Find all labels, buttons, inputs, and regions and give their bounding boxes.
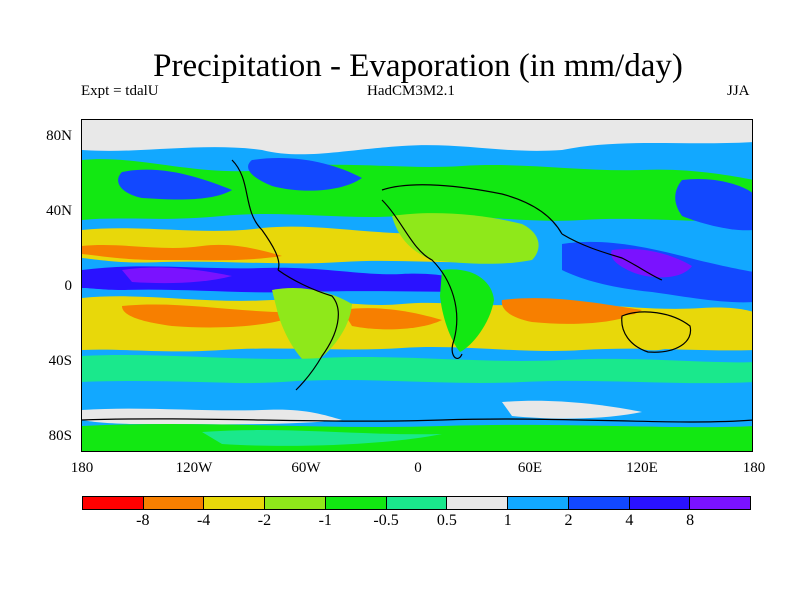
- y-tick-40s: 40S: [48, 353, 72, 369]
- y-tick-40n: 40N: [46, 203, 72, 219]
- colorbar-label: -2: [257, 512, 272, 529]
- colorbar-label: 2: [564, 512, 573, 529]
- x-tick-120e: 120E: [626, 460, 658, 476]
- colorbar-swatch: [143, 497, 205, 509]
- colorbar: [82, 496, 751, 510]
- y-tick-80n: 80N: [46, 128, 72, 144]
- north-pacific-track: [118, 169, 232, 200]
- chart-title: Precipitation - Evaporation (in mm/day): [153, 48, 683, 84]
- colorbar-label: 4: [625, 512, 634, 529]
- y-tick-80s: 80S: [48, 428, 72, 444]
- north-atlantic-track: [248, 158, 362, 191]
- colorbar-label: 1: [503, 512, 512, 529]
- north-pacific-dry-zone: [82, 244, 282, 261]
- colorbar-swatch: [690, 497, 751, 509]
- colorbar-swatch: [204, 497, 266, 509]
- colorbar-label: -0.5: [373, 512, 399, 529]
- x-tick-180-east: 180: [742, 460, 766, 476]
- model-label: HadCM3M2.1: [367, 83, 455, 99]
- colorbar-swatch: [629, 497, 691, 509]
- asia-south-coast: [561, 233, 663, 281]
- grey-patch-indian: [502, 400, 642, 419]
- west-pacific-track: [675, 179, 752, 231]
- coastlines: [82, 159, 752, 423]
- south-atlantic-dry-zone: [342, 308, 442, 330]
- africa-north-land: [392, 213, 539, 264]
- africa-west-coast: [381, 199, 463, 359]
- australia-land: [620, 313, 692, 351]
- south-midlat-teal: [82, 355, 752, 384]
- colorbar-swatch: [447, 497, 509, 509]
- colorbar-swatch: [83, 497, 144, 509]
- arctic-region: [82, 120, 752, 155]
- antarctic-teal-patch: [202, 430, 442, 446]
- colorbar-label: -1: [318, 512, 332, 529]
- x-tick-0: 0: [414, 460, 422, 476]
- australia-coast: [621, 311, 692, 353]
- experiment-label: Expt = tdalU: [81, 83, 159, 99]
- south-pacific-dry-zone: [122, 304, 302, 328]
- colorbar-swatch: [325, 497, 387, 509]
- x-tick-60w: 60W: [291, 460, 321, 476]
- colorbar-swatch: [568, 497, 630, 509]
- colorbar-label: -4: [196, 512, 211, 529]
- colorbar-label: -8: [136, 512, 150, 529]
- x-tick-180-west: 180: [70, 460, 94, 476]
- colorbar-swatch: [386, 497, 448, 509]
- south-america-land: [272, 287, 352, 366]
- south-indian-dry-zone: [501, 298, 642, 324]
- antarctica-coast: [82, 418, 752, 423]
- x-tick-120w: 120W: [175, 460, 213, 476]
- season-label: JJA: [727, 83, 750, 99]
- south-america-coast: [277, 269, 339, 391]
- eurasia-coast: [381, 184, 563, 235]
- colorbar-label: 8: [686, 512, 695, 529]
- itcz-core-pacific: [122, 267, 232, 284]
- world-map: [81, 119, 753, 452]
- colorbar-label: 0.5: [436, 512, 457, 529]
- y-tick-0: 0: [64, 278, 73, 294]
- colorbar-swatch: [508, 497, 569, 509]
- north-america-coast: [231, 159, 280, 271]
- warm-pool-core: [611, 248, 692, 278]
- africa-south-land: [440, 269, 494, 352]
- precip-minus-evap-field: [82, 120, 752, 451]
- colorbar-swatch: [265, 497, 326, 509]
- x-tick-60e: 60E: [517, 460, 543, 476]
